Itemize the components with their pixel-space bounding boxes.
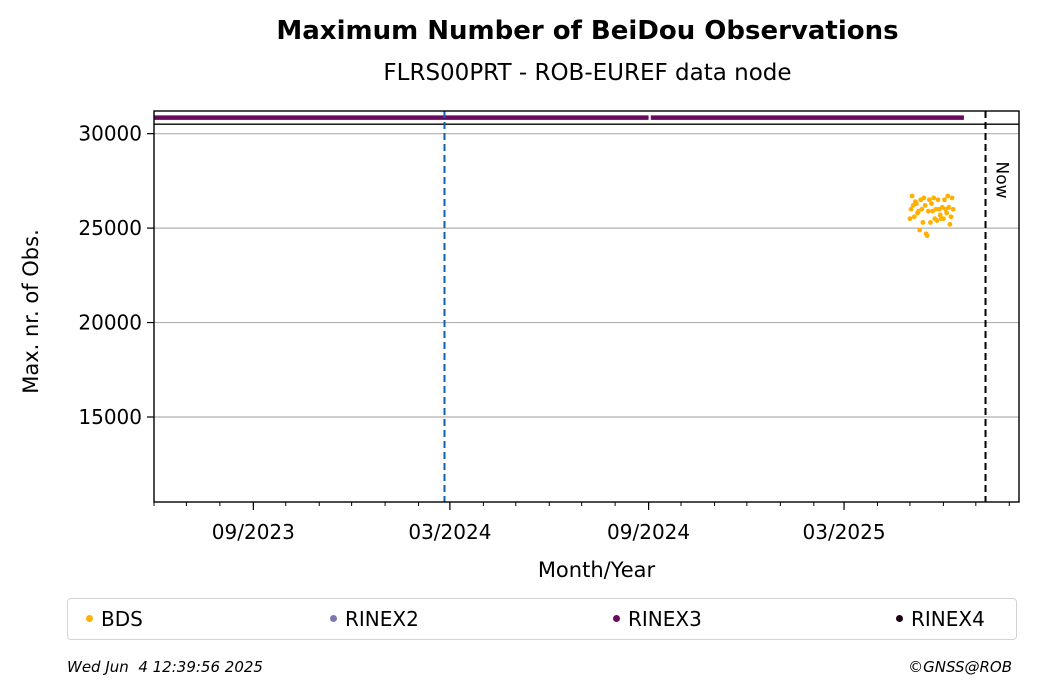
legend-item-rinex4: RINEX4 [896, 607, 985, 631]
y-tick-label: 30000 [78, 122, 142, 146]
footer-copyright: ©GNSS@ROB [908, 658, 1012, 676]
chart-plot: 15000 20000 25000 30000 09/2023 03/2024 09/202… [19, 110, 1020, 582]
bds-point [929, 201, 934, 206]
legend-label-rinex3: RINEX3 [628, 607, 702, 631]
x-tick-label: 09/2024 [607, 520, 690, 544]
y-tick-label: 20000 [78, 311, 142, 335]
bds-point [909, 193, 915, 199]
legend-item-rinex3: RINEX3 [613, 607, 702, 631]
footer-timestamp: Wed Jun 4 12:39:56 2025 [67, 658, 263, 676]
x-axis-label: Month/Year [538, 558, 656, 582]
legend-label-rinex2: RINEX2 [345, 607, 419, 631]
legend-marker-rinex3 [613, 615, 620, 622]
legend-marker-bds [86, 615, 93, 622]
bds-point [941, 216, 946, 222]
x-tick-label: 09/2023 [212, 520, 295, 544]
bds-point [924, 233, 930, 239]
bds-point [919, 206, 925, 212]
bds-point [945, 193, 951, 199]
legend-marker-rinex4 [896, 615, 903, 622]
bds-point [921, 195, 927, 201]
legend-label-bds: BDS [101, 607, 143, 631]
bds-point [934, 218, 940, 223]
y-axis-label: Max. nr. of Obs. [19, 229, 43, 394]
bds-point [935, 197, 941, 203]
bds-point [928, 220, 933, 225]
legend: BDS RINEX2 RINEX3 RINEX4 [67, 598, 1017, 640]
now-label: Now [992, 161, 1012, 198]
x-tick-label: 03/2025 [803, 520, 886, 544]
legend-label-rinex4: RINEX4 [911, 607, 985, 631]
chart-subtitle: FLRS00PRT - ROB-EUREF data node [383, 60, 792, 86]
bds-point [949, 195, 955, 201]
y-tick-label: 25000 [78, 216, 142, 240]
bds-point [946, 204, 952, 210]
bds-point [937, 212, 943, 218]
plot-frame [153, 110, 1020, 503]
legend-item-bds: BDS [86, 607, 143, 631]
bds-point [914, 201, 919, 206]
y-tick-label: 15000 [78, 405, 142, 429]
legend-item-rinex2: RINEX2 [330, 607, 419, 631]
bds-point [931, 195, 937, 201]
chart-title: Maximum Number of BeiDou Observations [276, 16, 899, 46]
bds-point [922, 203, 928, 208]
bds-point [908, 206, 914, 212]
bds-point [920, 220, 926, 225]
bds-point [942, 197, 947, 203]
bds-point [926, 197, 932, 203]
bds-point [925, 208, 931, 214]
legend-marker-rinex2 [330, 615, 337, 622]
bds-point [948, 214, 954, 220]
bds-point [944, 210, 950, 216]
bds-point [947, 221, 953, 227]
x-tick-label: 03/2024 [408, 520, 491, 544]
bds-point [907, 216, 913, 222]
bds-point [911, 214, 917, 220]
bds-point [917, 227, 923, 233]
bds-point [950, 206, 956, 212]
